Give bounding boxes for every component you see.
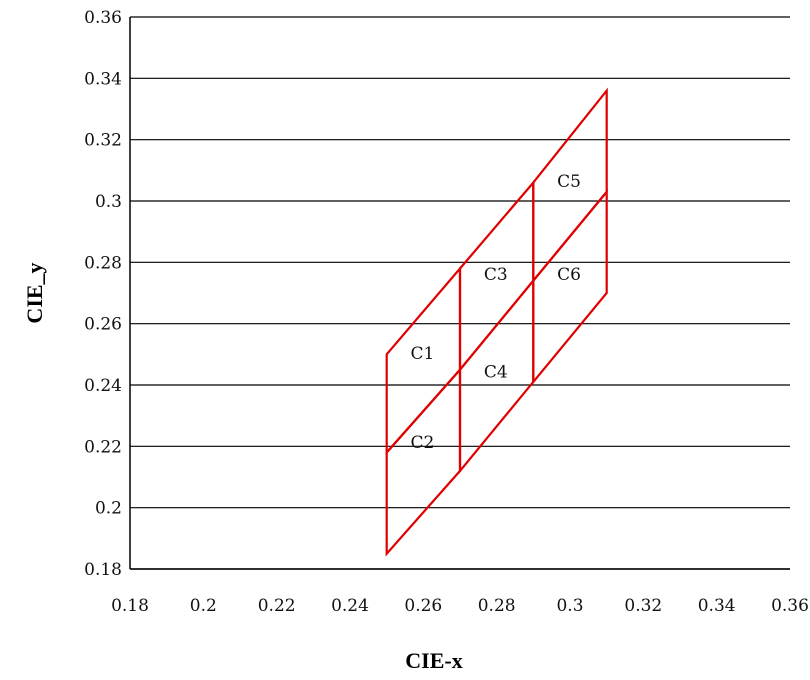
region-c6-label: C6	[557, 265, 581, 285]
region-c2-outline	[385, 366, 462, 557]
y-tick-label: 0.3	[95, 192, 122, 212]
y-tick-label: 0.32	[84, 131, 122, 151]
x-axis-title: CIE-x	[405, 648, 462, 673]
x-tick-label: 0.3	[556, 596, 583, 616]
x-tick-label: 0.32	[624, 596, 662, 616]
x-tick-label: 0.18	[111, 596, 149, 616]
y-axis-title: CIE_y	[22, 262, 47, 323]
y-tick-label: 0.36	[84, 8, 122, 28]
x-tick-label: 0.36	[771, 596, 809, 616]
x-tick-label: 0.26	[404, 596, 442, 616]
frame-layer	[129, 17, 790, 570]
x-tick-label: 0.28	[478, 596, 516, 616]
x-tick-label: 0.34	[698, 596, 736, 616]
y-tick-label: 0.22	[84, 437, 122, 457]
y-tick-label: 0.18	[84, 560, 122, 580]
x-tick-label: 0.24	[331, 596, 369, 616]
region-c3-label: C3	[484, 265, 508, 285]
label-layer: C1 C2 C3 C4 C5 C6	[411, 172, 581, 453]
series-layer	[385, 87, 608, 557]
x-tick-label: 0.22	[258, 596, 296, 616]
region-c5-label: C5	[557, 172, 581, 192]
y-tick-label: 0.24	[84, 376, 122, 396]
y-tick-label: 0.26	[84, 315, 122, 335]
region-c1-label: C1	[411, 344, 435, 364]
y-tick-label: 0.2	[95, 499, 122, 519]
region-c2-label: C2	[411, 433, 435, 453]
tick-layer: 0.18 0.2 0.22 0.24 0.26 0.28 0.3 0.32 0.34 0.36 0.…	[84, 8, 809, 616]
region-c6-outline	[532, 188, 608, 385]
x-tick-label: 0.2	[190, 596, 217, 616]
region-c4-label: C4	[484, 362, 508, 382]
y-tick-label: 0.34	[84, 69, 122, 89]
y-tick-label: 0.28	[84, 253, 122, 273]
